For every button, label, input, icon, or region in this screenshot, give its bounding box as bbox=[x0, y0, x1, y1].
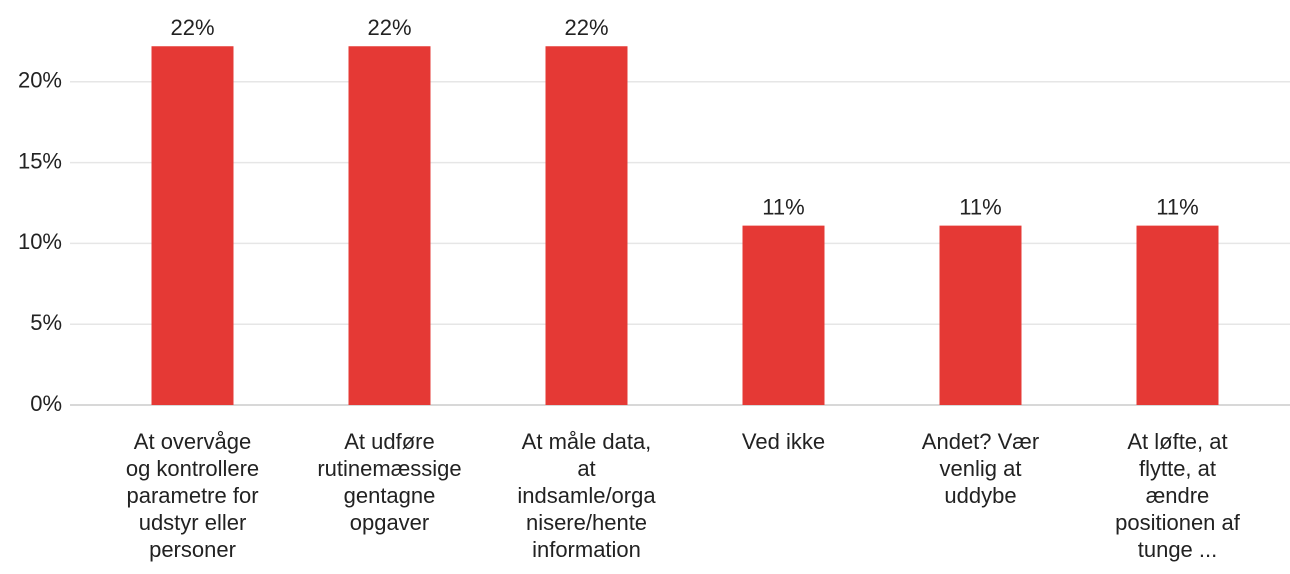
x-tick-label: At måle data, at indsamle/orga nisere/he… bbox=[517, 429, 656, 562]
x-tick-label: Ved ikke bbox=[741, 429, 826, 454]
value-label: 11% bbox=[762, 194, 804, 219]
bar bbox=[348, 46, 431, 406]
y-tick-label: 15% bbox=[18, 148, 62, 173]
value-label: 11% bbox=[959, 194, 1001, 219]
value-label: 22% bbox=[367, 15, 411, 40]
y-tick-label: 0% bbox=[30, 391, 62, 416]
x-tick-label: At løfte, at flytte, at ændre positionen… bbox=[1115, 429, 1240, 562]
y-tick-label: 5% bbox=[30, 310, 62, 335]
x-tick-label: At udføre rutinemæssige gentagne opgaver bbox=[317, 429, 462, 535]
y-tick-label: 20% bbox=[18, 68, 62, 93]
value-label: 22% bbox=[170, 15, 214, 40]
bar bbox=[1136, 225, 1219, 405]
x-tick-label: At overvåge og kontrollere parametre for… bbox=[125, 429, 260, 562]
bar bbox=[939, 225, 1022, 405]
value-label: 11% bbox=[1156, 194, 1198, 219]
bar bbox=[545, 46, 628, 406]
x-tick-label: Andet? Vær venlig at uddybe bbox=[921, 429, 1040, 508]
value-label: 22% bbox=[564, 15, 608, 40]
bar bbox=[742, 225, 825, 405]
y-tick-label: 10% bbox=[18, 229, 62, 254]
bar bbox=[151, 46, 234, 406]
